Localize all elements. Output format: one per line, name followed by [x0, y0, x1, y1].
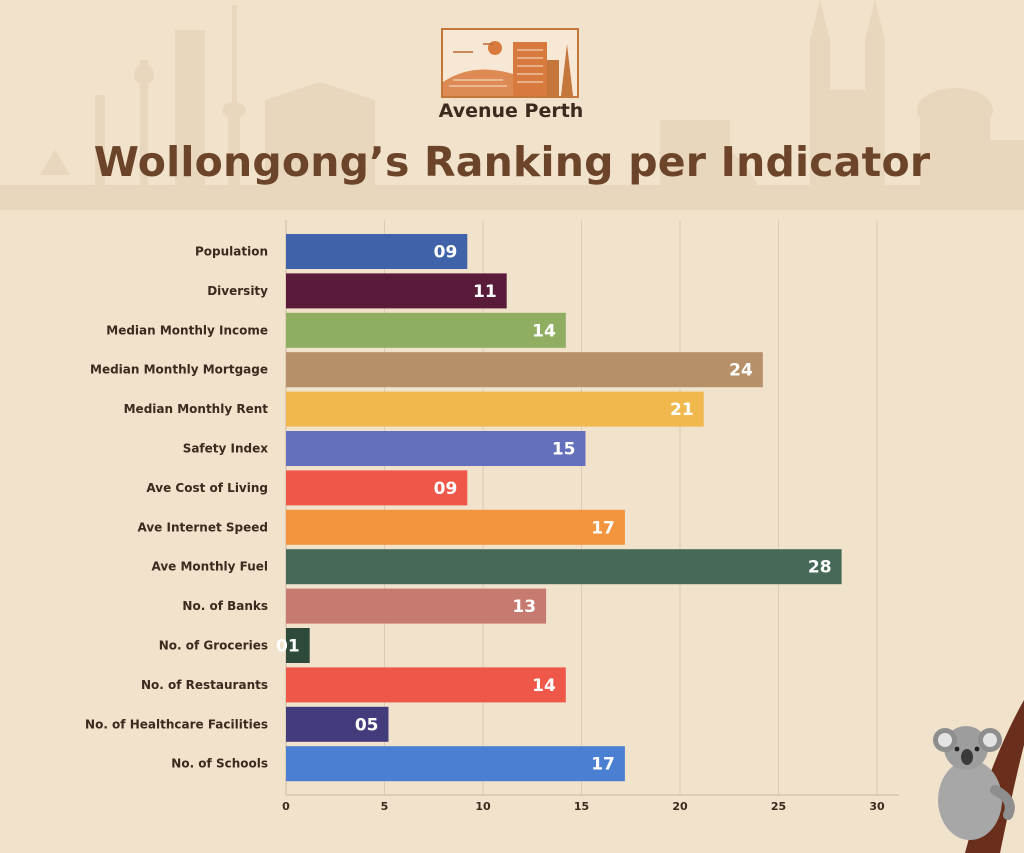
data-label: 17 — [591, 755, 615, 775]
data-label: 14 — [532, 321, 556, 341]
data-label: 09 — [434, 243, 458, 263]
data-label: 11 — [473, 282, 497, 302]
category-label: No. of Healthcare Facilities — [85, 717, 268, 731]
category-label: No. of Schools — [171, 757, 268, 771]
bar — [286, 706, 389, 742]
data-label: 21 — [670, 400, 694, 420]
x-tick-label: 5 — [381, 800, 389, 813]
brand-name: Avenue Perth — [438, 100, 584, 122]
x-tick-label: 30 — [869, 800, 885, 813]
bar — [286, 746, 625, 782]
category-label: Diversity — [207, 284, 268, 298]
data-label: 15 — [552, 440, 576, 460]
bar — [286, 312, 566, 348]
category-label: No. of Restaurants — [141, 678, 268, 692]
category-label: Median Monthly Income — [106, 323, 268, 337]
data-label: 24 — [729, 361, 753, 381]
category-labels: Population Diversity Median Monthly Income… — [85, 245, 268, 771]
data-label: 14 — [532, 676, 556, 696]
category-label: Ave Internet Speed — [138, 520, 269, 534]
data-label: 13 — [512, 597, 536, 617]
chart-title: Wollongong’s Ranking per Indicator — [93, 138, 931, 186]
bar — [286, 352, 763, 388]
bar — [286, 509, 625, 545]
category-label: Ave Monthly Fuel — [151, 560, 268, 574]
bar — [286, 391, 704, 427]
bar — [286, 628, 310, 663]
category-label: Median Monthly Mortgage — [90, 363, 268, 377]
category-label: Ave Cost of Living — [146, 481, 268, 495]
logo-frame — [441, 28, 579, 98]
category-label: Population — [195, 245, 268, 259]
x-tick-label: 20 — [672, 800, 688, 813]
skyline-backdrop — [0, 0, 1024, 210]
x-tick-label: 0 — [282, 800, 290, 813]
data-label: 01 — [276, 637, 300, 657]
bar — [286, 431, 586, 466]
logo-buildings-icon — [443, 41, 573, 96]
data-label: 05 — [355, 715, 379, 735]
x-tick-label: 10 — [475, 800, 491, 813]
brand-logo: Avenue Perth — [439, 28, 583, 123]
category-label: No. of Groceries — [159, 639, 268, 653]
x-axis: 0 5 10 15 20 25 30 — [282, 794, 899, 813]
bar — [286, 470, 468, 506]
bar — [286, 588, 547, 624]
data-label: 28 — [808, 558, 832, 578]
bar — [286, 549, 842, 585]
bar — [286, 667, 566, 703]
data-label: 09 — [434, 479, 458, 499]
category-label: Median Monthly Rent — [124, 402, 269, 416]
bars: 09 11 14 24 21 15 09 17 28 13 01 14 05 17 — [276, 234, 842, 782]
x-tick-label: 15 — [574, 800, 589, 813]
data-label: 17 — [591, 518, 615, 538]
category-label: Safety Index — [183, 442, 269, 456]
x-tick-label: 25 — [771, 800, 786, 813]
bar — [286, 234, 468, 269]
category-label: No. of Banks — [182, 599, 268, 613]
bar — [286, 273, 507, 309]
